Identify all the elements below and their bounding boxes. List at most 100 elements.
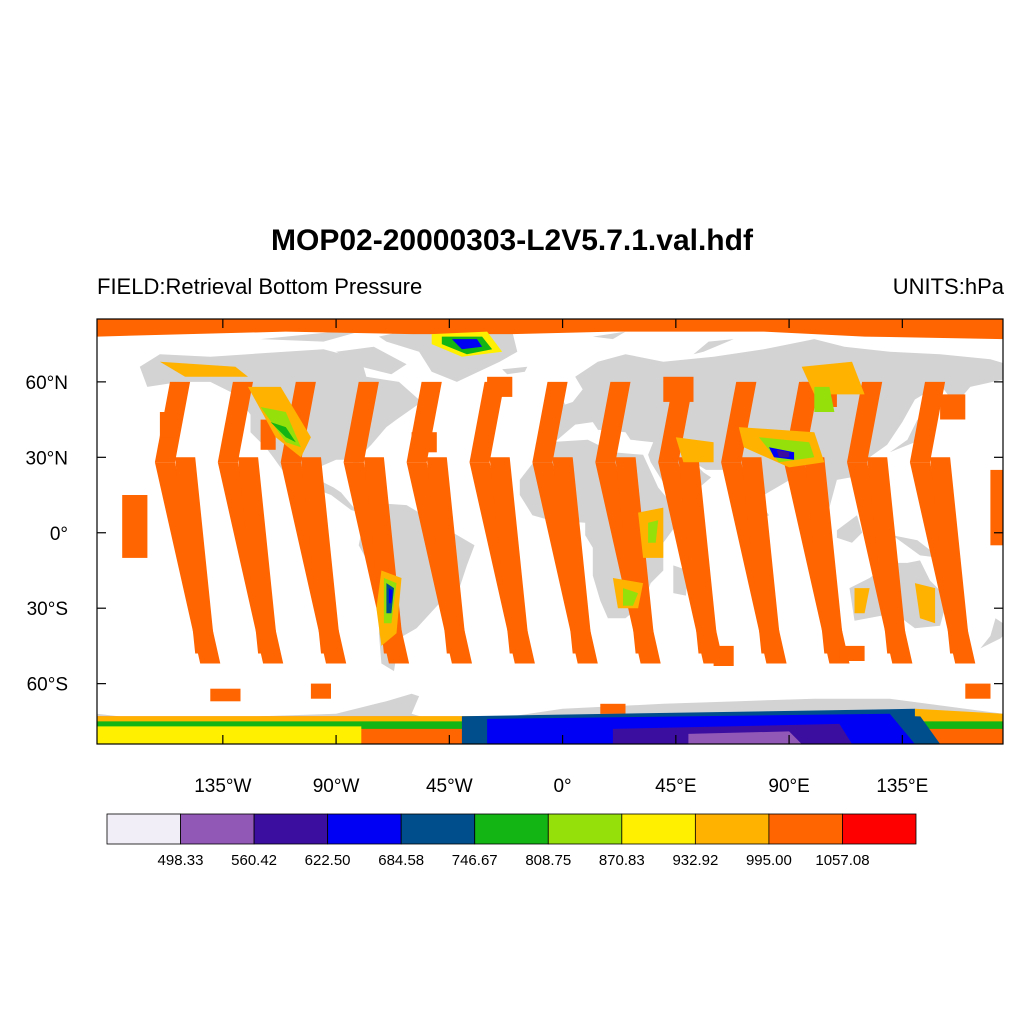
swath-northern-3 [343,381,379,463]
landmass-borneo [836,515,863,543]
swath-ascending-8 [678,457,719,654]
colorbar-label-7: 932.92 [672,852,718,869]
swath-ascending-6 [552,457,593,654]
terrain-tibet-mid [758,437,815,463]
colorbar-label-6: 870.83 [599,852,645,869]
terrain-antarctic-coast-east [914,708,1003,719]
swath-ascending-10 [804,457,845,654]
swath-northern-5 [469,381,505,463]
lat-tick-label-4: 60°S [27,675,68,696]
swath-northern-6 [532,381,568,463]
field-label: FIELD:Retrieval Bottom Pressure [97,274,423,299]
terrain-rockies-high [270,422,296,443]
swath-fragment-3 [411,432,437,453]
swath-ascending-7 [615,457,656,654]
swath-fragment-10 [210,688,241,702]
terrain-greenland-plateau-high [451,339,483,350]
swath-ascending-11 [867,457,908,654]
landmass-novaya-zemlya [693,339,734,355]
swath-fragment-4 [487,376,513,397]
units-label: UNITS:hPa [892,274,1004,299]
swath-ascending-0 [175,457,216,654]
map-plot-area [97,319,1003,744]
colorbar-label-4: 746.67 [452,852,498,869]
colorbar-label-9: 1057.08 [815,852,869,869]
lon-tick-label-0: 135°W [194,776,251,797]
colorbar-label-8: 995.00 [746,852,792,869]
lon-tick-label-4: 45°E [655,776,696,797]
landmass-arctic-islands [260,324,387,342]
colorbar-label-0: 498.33 [158,852,204,869]
terrain-central-asia-mid [814,386,835,412]
swath-fragment-9 [310,683,331,699]
swath-fragment-1 [159,412,175,438]
swath-fragment-0 [122,495,148,558]
swath-fragment-8 [965,683,991,699]
colorbar-label-2: 622.50 [305,852,351,869]
colorbar-swatch-7 [621,813,696,845]
terrain-antarctic-ross-slope [97,726,362,744]
map-title: MOP02-20000303-L2V5.7.1.val.hdf [271,224,753,257]
swath-arctic-band [97,319,1003,340]
swath-northern-7 [595,381,631,463]
colorbar-swatch-9 [768,813,843,845]
colorbar-label-5: 808.75 [525,852,571,869]
colorbar-swatch-5 [474,813,549,845]
terrain-east-africa-mid [648,520,659,543]
lat-tick-label-3: 30°S [27,599,68,620]
swath-northern-8 [658,381,694,463]
colorbar-swatch-8 [694,813,770,845]
swath-fragment-5 [600,703,626,714]
colorbar-swatch-10 [842,813,917,845]
swath-ascending-9 [741,457,782,654]
retrieval-feature-layer [97,331,1003,744]
swath-ascending-5 [489,457,530,654]
colorbar-swatch-6 [547,813,623,845]
colorbar-label-3: 684.58 [378,852,424,869]
terrain-australia-west [854,588,870,614]
swath-ascending-2 [300,457,342,654]
colorbar-swatch-1 [180,813,255,845]
terrain-antarctic-dome [688,731,802,744]
colorbar-swatch-4 [400,813,476,845]
swath-fragment-14 [940,394,966,420]
terrain-iran-plateau [675,437,714,463]
axis-ticks: 60°N 30°N 0° 30°S 60°S 135°W 90°W 45°W 0° 45°E 90°… [26,319,1003,797]
lat-tick-label-2: 0° [50,524,68,545]
colorbar-swatch-2 [253,813,329,845]
swath-northern-1 [217,381,253,463]
swath-fragment-6 [713,645,734,666]
landmass-baffin-island [336,346,407,375]
terrain-andes-peak [388,588,393,604]
colorbar-swatch-0 [106,813,181,845]
terrain-tibet-peak [776,449,790,458]
colorbar: 498.33 560.42 622.50 684.58 746.67 808.75 870.… [106,813,917,869]
lon-tick-label-1: 90°W [313,776,360,797]
lon-tick-label-6: 135°E [876,776,928,797]
colorbar-swatch-3 [327,813,402,845]
lat-tick-label-0: 60°N [26,373,68,394]
terrain-arctic-canada-plateau [159,361,248,377]
landmass-new-guinea [892,535,941,558]
swath-ascending-12 [930,457,971,654]
swath-northern-12 [909,381,946,463]
swath-fragment-7 [839,645,865,661]
swath-fragment-12 [663,376,694,402]
swath-fragment-11 [990,469,1003,546]
landmass-iceland [502,366,528,375]
lon-tick-label-2: 45°W [426,776,473,797]
terrain-siberia-plateau [801,361,865,395]
map-frame [96,318,1004,745]
terrain-southern-africa-mid [623,588,639,606]
swath-ascending-1 [237,457,279,654]
swath-northern-11 [847,381,883,463]
landmass-svalbard [592,331,626,340]
lon-tick-label-3: 0° [553,776,571,797]
terrain-australia-east [914,583,936,624]
swath-northern-9 [721,381,757,463]
colorbar-label-1: 560.42 [231,852,277,869]
lat-tick-label-1: 30°N [26,448,68,469]
landmass-new-zealand [980,618,1003,649]
lon-tick-label-5: 90°E [768,776,809,797]
